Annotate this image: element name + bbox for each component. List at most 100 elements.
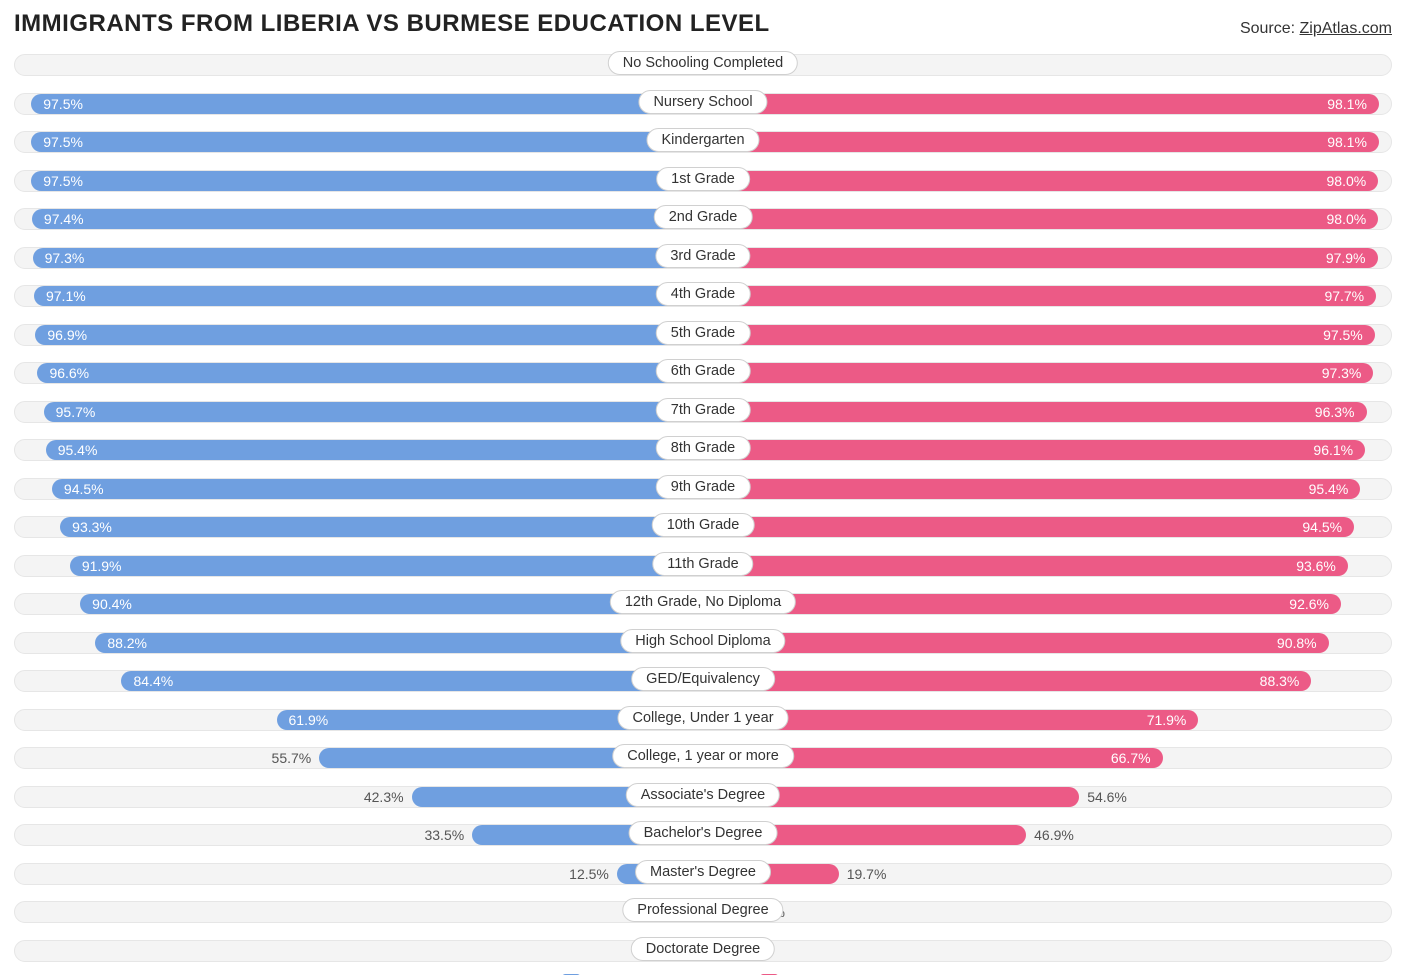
value-right: 66.7% [1111, 750, 1151, 766]
category-label: 3rd Grade [655, 244, 750, 268]
value-right: 94.5% [1302, 519, 1342, 535]
chart-row: 97.5% 98.1% Kindergarten [14, 125, 1392, 159]
bar-right: 98.1% [703, 94, 1379, 114]
value-left: 96.9% [47, 327, 87, 343]
chart-row: 84.4%88.3%GED/Equivalency [14, 664, 1392, 698]
bar-right: 98.0% [703, 209, 1378, 229]
category-label: GED/Equivalency [631, 667, 775, 691]
bar-right: 93.6% [703, 556, 1348, 576]
value-right: 54.6% [1087, 786, 1127, 808]
category-label: Doctorate Degree [631, 937, 775, 961]
value-right: 93.6% [1296, 558, 1336, 574]
bar-right: 97.7% [703, 286, 1376, 306]
category-label: 10th Grade [652, 513, 755, 537]
category-label: Master's Degree [635, 860, 771, 884]
chart-row: 90.4%92.6%12th Grade, No Diploma [14, 587, 1392, 621]
category-label: 11th Grade [652, 552, 753, 576]
value-right: 71.9% [1147, 712, 1187, 728]
bar-right: 97.9% [703, 248, 1378, 268]
value-right: 97.9% [1326, 250, 1366, 266]
chart-row: 96.9% 97.5% 5th Grade [14, 318, 1392, 352]
chart-row: 96.6% 97.3% 6th Grade [14, 356, 1392, 390]
category-label: Associate's Degree [626, 783, 780, 807]
chart-title: IMMIGRANTS FROM LIBERIA VS BURMESE EDUCA… [14, 10, 770, 38]
bar-left: 94.5% [52, 479, 703, 499]
value-left: 93.3% [72, 519, 112, 535]
bar-left: 97.5% [31, 94, 703, 114]
chart-row: 97.5%98.0%1st Grade [14, 164, 1392, 198]
category-label: 6th Grade [656, 359, 751, 383]
bar-right: 98.0% [703, 171, 1378, 191]
value-left: 42.3% [364, 786, 404, 808]
value-left: 97.1% [46, 288, 86, 304]
category-label: 4th Grade [656, 282, 751, 306]
category-label: Kindergarten [646, 128, 759, 152]
value-right: 98.0% [1327, 211, 1367, 227]
value-left: 97.5% [43, 134, 83, 150]
bar-right: 95.4% [703, 479, 1360, 499]
bar-left: 96.6% [37, 363, 703, 383]
chart-row: 3.4%6.1%Professional Degree [14, 895, 1392, 929]
bar-right: 90.8% [703, 633, 1329, 653]
bar-right: 97.3% [703, 363, 1373, 383]
category-label: 2nd Grade [654, 205, 753, 229]
bar-left: 97.4% [32, 209, 703, 229]
category-label: 8th Grade [656, 436, 751, 460]
bar-left: 97.1% [34, 286, 703, 306]
value-right: 98.0% [1327, 173, 1367, 189]
value-right: 46.9% [1034, 824, 1074, 846]
category-label: Bachelor's Degree [629, 821, 778, 845]
bar-right: 94.5% [703, 517, 1354, 537]
chart-row: 12.5%19.7%Master's Degree [14, 857, 1392, 891]
value-left: 97.4% [44, 211, 84, 227]
value-right: 92.6% [1289, 596, 1329, 612]
value-left: 97.3% [45, 250, 85, 266]
value-right: 88.3% [1260, 673, 1300, 689]
value-left: 91.9% [82, 558, 122, 574]
value-right: 19.7% [847, 863, 887, 885]
source-link[interactable]: ZipAtlas.com [1300, 20, 1392, 37]
category-label: 7th Grade [656, 398, 751, 422]
value-left: 97.5% [43, 173, 83, 189]
value-right: 98.1% [1327, 96, 1367, 112]
bar-left: 91.9% [70, 556, 703, 576]
bar-right: 97.5% [703, 325, 1375, 345]
chart-row: 97.5%98.1%Nursery School [14, 87, 1392, 121]
category-label: 9th Grade [656, 475, 751, 499]
chart-row: 97.1% 97.7%4th Grade [14, 279, 1392, 313]
value-right: 98.1% [1327, 134, 1367, 150]
category-label: College, Under 1 year [617, 706, 788, 730]
value-right: 96.1% [1313, 442, 1353, 458]
chart-row: 2.5%1.9%No Schooling Completed [14, 48, 1392, 82]
bar-right: 92.6% [703, 594, 1341, 614]
value-right: 90.8% [1277, 635, 1317, 651]
bar-right: 96.3% [703, 402, 1367, 422]
chart-row: 93.3% 94.5% 10th Grade [14, 510, 1392, 544]
value-right: 96.3% [1315, 404, 1355, 420]
source-prefix: Source: [1240, 20, 1300, 37]
chart-row: 95.4% 96.1% 8th Grade [14, 433, 1392, 467]
value-right: 95.4% [1309, 481, 1349, 497]
value-left: 90.4% [92, 596, 132, 612]
bar-left: 95.4% [46, 440, 703, 460]
value-left: 95.7% [56, 404, 96, 420]
chart-row: 97.4% 98.0% 2nd Grade [14, 202, 1392, 236]
category-label: College, 1 year or more [612, 744, 794, 768]
bar-left: 93.3% [60, 517, 703, 537]
value-left: 33.5% [424, 824, 464, 846]
bar-left: 97.5% [31, 132, 703, 152]
value-right: 97.3% [1322, 365, 1362, 381]
value-left: 95.4% [58, 442, 98, 458]
source-attribution: Source: ZipAtlas.com [1240, 20, 1392, 38]
category-label: Professional Degree [622, 898, 783, 922]
value-left: 97.5% [43, 96, 83, 112]
bar-right: 98.1% [703, 132, 1379, 152]
value-right: 97.5% [1323, 327, 1363, 343]
chart-row: 94.5% 95.4% 9th Grade [14, 472, 1392, 506]
diverging-bar-chart: 2.5%1.9%No Schooling Completed 97.5% 98.1%… [0, 44, 1406, 975]
category-label: 5th Grade [656, 321, 751, 345]
chart-row: 33.5% 46.9% Bachelor's Degree [14, 818, 1392, 852]
chart-row: 55.7%66.7%College, 1 year or more [14, 741, 1392, 775]
value-left: 96.6% [49, 365, 89, 381]
bar-left: 95.7% [44, 402, 703, 422]
